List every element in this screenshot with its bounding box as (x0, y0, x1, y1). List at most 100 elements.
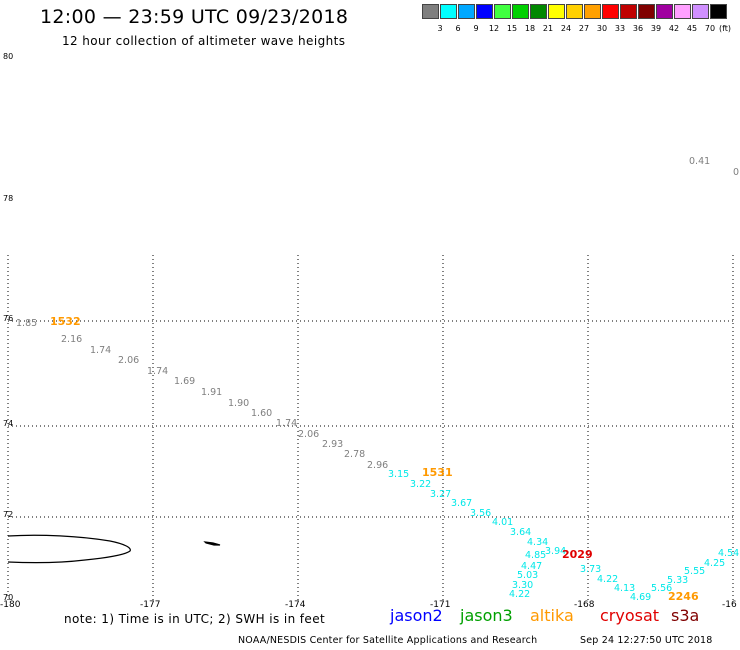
wave-height-value: 1.69 (174, 376, 196, 387)
colorbar-label: 24 (560, 24, 572, 33)
lat-label-78: 78 (3, 194, 14, 203)
wave-height-value: 2.06 (298, 429, 320, 440)
colorbar-swatch (710, 4, 727, 19)
colorbar-swatch (566, 4, 583, 19)
footer-note: note: 1) Time is in UTC; 2) SWH is in fe… (64, 612, 326, 626)
wave-height-value: 2.78 (344, 449, 366, 460)
wave-height-value: 0.41 (689, 156, 711, 167)
colorbar-swatch (440, 4, 457, 19)
colorbar-swatch (656, 4, 673, 19)
wave-height-value: 1.74 (276, 418, 298, 429)
colorbar-label: 33 (614, 24, 626, 33)
pass-time-label: 2246 (668, 590, 699, 603)
lon-label--177: -177 (140, 600, 161, 610)
colorbar-label: 39 (650, 24, 662, 33)
wave-height-value: 2.16 (61, 334, 83, 345)
chart-subtitle: 12 hour collection of altimeter wave hei… (62, 34, 346, 48)
colorbar-swatch (530, 4, 547, 19)
colorbar-swatch (692, 4, 709, 19)
wave-height-value: 2.93 (322, 439, 344, 450)
colorbar-label: 9 (473, 24, 479, 33)
colorbar-label: 12 (488, 24, 500, 33)
wave-height-value: 4.22 (509, 589, 531, 600)
wave-height-value: 0 (733, 167, 740, 178)
wave-height-value: 3.22 (410, 479, 432, 490)
wave-height-value: 5.55 (684, 566, 706, 577)
wave-height-value: 2.06 (118, 355, 140, 366)
lon-label--168: -168 (574, 600, 595, 610)
lat-label-80: 80 (3, 52, 14, 61)
wave-height-value: 3.73 (580, 564, 602, 575)
lon-label--180: -180 (0, 600, 21, 610)
wave-height-value: 4.01 (492, 517, 514, 528)
colorbar-swatch (458, 4, 475, 19)
lat-label-74: 74 (3, 419, 14, 428)
colorbar-label: 45 (686, 24, 698, 33)
colorbar-label: 3 (437, 24, 443, 33)
colorbar-label: 36 (632, 24, 644, 33)
wave-height-value: 4.69 (630, 592, 652, 603)
satellite-label-altika: altika (530, 606, 574, 625)
wave-height-value: 3.15 (388, 469, 410, 480)
wave-height-value: 3.30 (512, 580, 534, 591)
credit-line: NOAA/NESDIS Center for Satellite Applica… (238, 635, 538, 646)
wave-height-value: 4.54 (718, 548, 740, 559)
wave-height-value: 1.91 (201, 387, 223, 398)
wave-height-value: 1.74 (147, 366, 169, 377)
wave-height-value: 4.34 (527, 537, 549, 548)
wave-height-value: 1.60 (251, 408, 273, 419)
colorbar-unit: (ft) (718, 24, 732, 33)
colorbar-label: 27 (578, 24, 590, 33)
colorbar-swatch (548, 4, 565, 19)
wave-height-value: 5.33 (667, 575, 689, 586)
colorbar-label: 15 (506, 24, 518, 33)
pass-time-label: 1531 (422, 466, 453, 479)
wave-height-value: 4.85 (525, 550, 547, 561)
wave-height-value: 1.90 (228, 398, 250, 409)
colorbar-label: 18 (524, 24, 536, 33)
wave-height-value: 1.74 (90, 345, 112, 356)
wave-height-value: 4.47 (521, 561, 543, 572)
lat-label-76: 76 (3, 314, 14, 323)
colorbar-swatch (494, 4, 511, 19)
lat-label-72: 72 (3, 510, 14, 519)
satellite-label-cryosat: cryosat (600, 606, 660, 625)
wave-height-value: 4.13 (614, 583, 636, 594)
wave-height-value: 2.96 (367, 460, 389, 471)
coastline-wrangel-island (7, 534, 131, 564)
satellite-label-jason2: jason2 (390, 606, 443, 625)
wave-height-value: 3.56 (470, 508, 492, 519)
colorbar-label: 42 (668, 24, 680, 33)
lon-label--171: -171 (430, 600, 451, 610)
satellite-label-jason3: jason3 (460, 606, 513, 625)
wave-height-value: 3.67 (451, 498, 473, 509)
graticule (7, 255, 735, 600)
colorbar-swatch (620, 4, 637, 19)
colorbar-swatch (512, 4, 529, 19)
wave-height-value: 1.85 (16, 318, 38, 329)
colorbar-label: 30 (596, 24, 608, 33)
colorbar-label: 21 (542, 24, 554, 33)
coastline-herald-island (203, 541, 221, 546)
wave-height-value: 3.27 (430, 489, 452, 500)
colorbar-label: 6 (455, 24, 461, 33)
pass-time-label: 1532 (50, 315, 81, 328)
colorbar-swatch (584, 4, 601, 19)
wave-height-value: 5.03 (517, 570, 539, 581)
colorbar-swatch (638, 4, 655, 19)
lon-label--16: -16 (722, 600, 737, 610)
wave-height-value: 3.94 (545, 546, 567, 557)
wave-height-value: 4.25 (704, 558, 726, 569)
wave-height-value: 3.64 (510, 527, 532, 538)
lat-label-70: 70 (3, 593, 14, 602)
pass-time-label: 2029 (562, 548, 593, 561)
wave-height-value: 5.56 (651, 583, 673, 594)
chart-title: 12:00 — 23:59 UTC 09/23/2018 (40, 6, 349, 28)
colorbar-swatch (422, 4, 439, 19)
colorbar-swatch (674, 4, 691, 19)
lon-label--174: -174 (285, 600, 306, 610)
colorbar-swatch (476, 4, 493, 19)
satellite-label-s3a: s3a (671, 606, 700, 625)
colorbar-label: 70 (704, 24, 716, 33)
